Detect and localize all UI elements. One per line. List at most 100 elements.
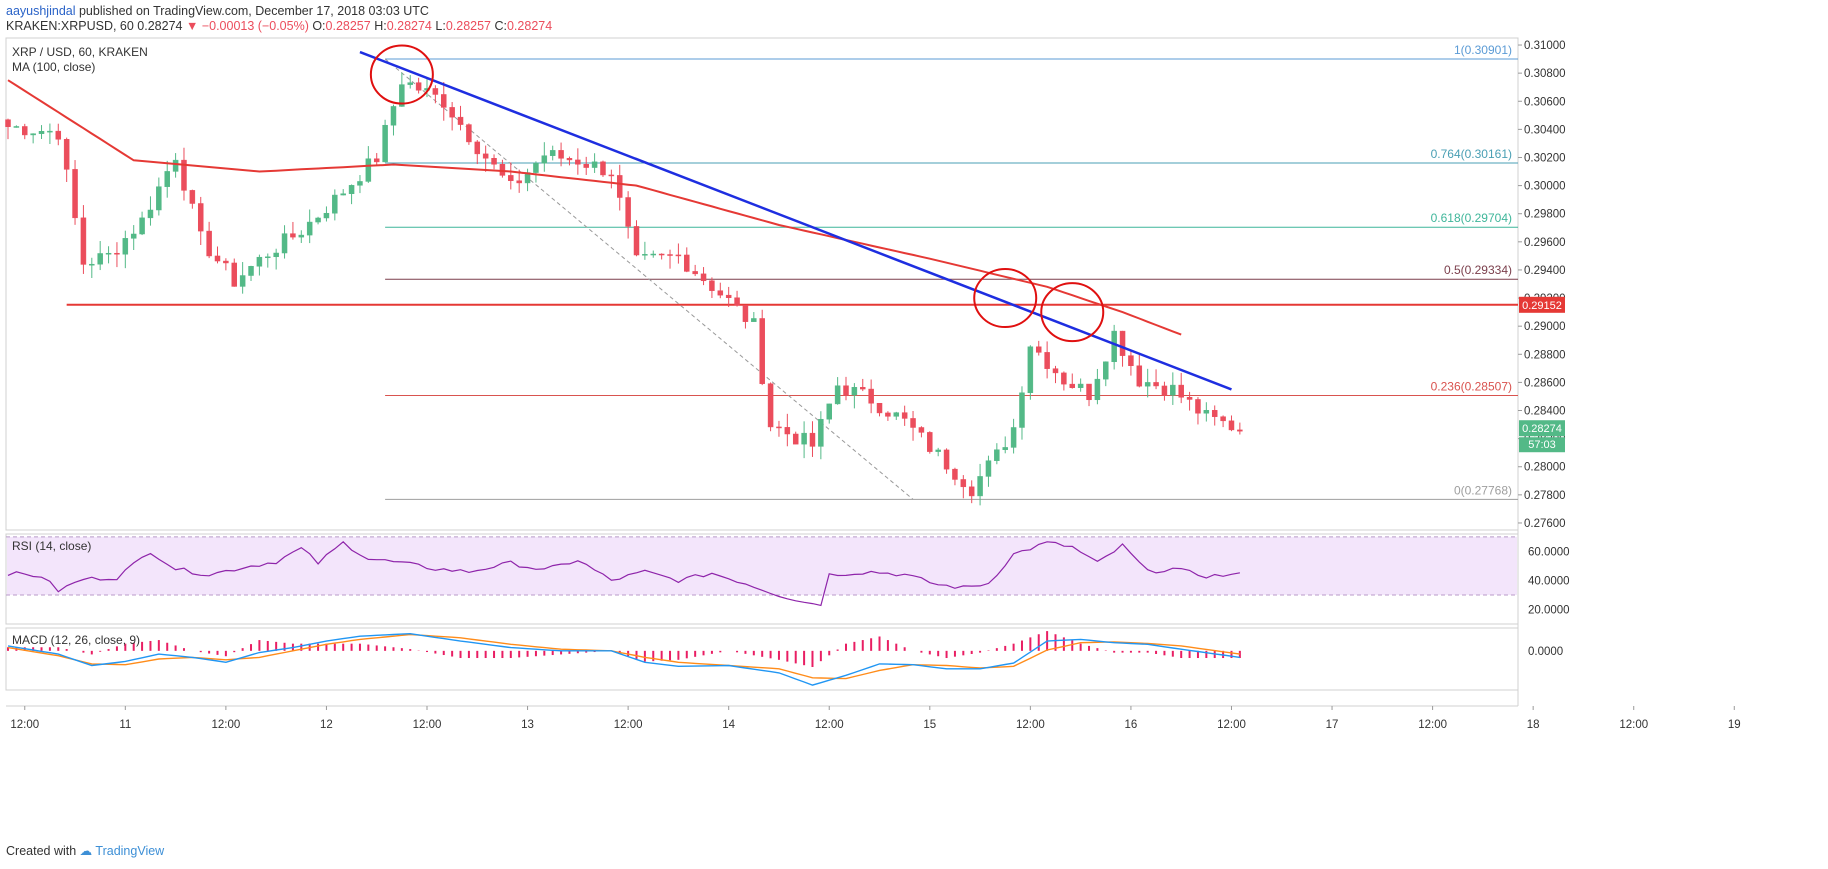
candle-body <box>549 150 556 156</box>
candle-body <box>290 233 296 238</box>
tradingview-brand[interactable]: TradingView <box>95 844 165 858</box>
candle-body <box>1044 352 1050 369</box>
candle-body <box>239 275 246 287</box>
countdown-label: 57:03 <box>1528 439 1556 451</box>
macd-signal-line <box>7 633 1240 680</box>
candle-body <box>642 254 648 256</box>
candle-body <box>5 119 11 127</box>
candle-body <box>1211 410 1218 417</box>
candle-body <box>751 318 757 322</box>
candle-body <box>80 217 87 265</box>
time-tick-label: 14 <box>722 719 735 731</box>
rsi-tick-label: 60.0000 <box>1528 546 1570 558</box>
price-chart[interactable]: 0.31000 0.30800 0.30600 0.30400 0.30200 0.300… <box>0 0 1828 840</box>
published-text: published on TradingView.com, December 1… <box>78 4 429 18</box>
candle-body <box>63 139 70 170</box>
candle-body <box>114 252 120 255</box>
candle-body <box>1035 346 1042 353</box>
time-tick-label: 12:00 <box>1016 719 1045 731</box>
last-price-label: 0.28274 <box>1522 423 1562 435</box>
candle-body <box>692 271 698 275</box>
candle-body <box>298 234 305 238</box>
macd-tick-label: 0.0000 <box>1528 646 1563 658</box>
chart-header: aayushjindal published on TradingView.co… <box>6 4 429 18</box>
candle-body <box>734 297 740 306</box>
candle-body <box>38 131 45 134</box>
candle-body <box>960 479 967 488</box>
candle-body <box>72 169 78 219</box>
author-link[interactable]: aayushjindal <box>6 4 76 18</box>
change-value: −0.00013 (−0.05%) <box>202 19 313 33</box>
candle-body <box>558 150 564 159</box>
candle-body <box>516 180 522 184</box>
candle-body <box>407 82 413 85</box>
candle-body <box>89 263 95 266</box>
candle-body <box>55 130 62 140</box>
candle-body <box>633 226 640 256</box>
candle-body <box>340 193 346 196</box>
time-tick-label: 18 <box>1527 719 1540 731</box>
l-label: L: <box>435 19 445 33</box>
candles <box>5 72 1243 506</box>
candle-body <box>1052 368 1059 374</box>
candle-body <box>1027 346 1034 394</box>
candle-body <box>499 164 506 176</box>
candle-body <box>357 181 363 186</box>
time-tick-label: 12:00 <box>1217 719 1246 731</box>
candle-body <box>105 252 112 255</box>
candle-body <box>759 318 765 384</box>
o-value: 0.28257 <box>326 19 375 33</box>
down-arrow-icon: ▼ <box>186 19 202 33</box>
price-tick-label: 0.30600 <box>1524 96 1566 108</box>
candle-body <box>248 266 254 276</box>
price-tick-label: 0.30000 <box>1524 181 1566 193</box>
price-tick-label: 0.30200 <box>1524 152 1566 164</box>
countdown-tag <box>1519 437 1565 453</box>
price-tick-label: 0.30800 <box>1524 68 1566 80</box>
rsi-tick-label: 20.0000 <box>1528 604 1570 616</box>
candle-body <box>1061 372 1067 385</box>
candle-body <box>47 130 53 133</box>
candle-body <box>801 432 807 445</box>
candle-body <box>977 476 983 497</box>
candle-body <box>1010 427 1017 448</box>
candle-body <box>1153 382 1159 387</box>
highlight-circle <box>369 44 434 105</box>
time-tick-label: 13 <box>521 719 534 731</box>
candle-body <box>491 158 497 165</box>
h-label: H: <box>374 19 387 33</box>
candle-body <box>139 217 145 235</box>
price-tick-label: 0.27600 <box>1524 518 1566 530</box>
rsi-legend-label: RSI (14, close) <box>12 539 91 553</box>
o-label: O: <box>312 19 325 33</box>
candle-body <box>373 158 380 163</box>
time-tick-label: 12:00 <box>614 719 643 731</box>
l-value: 0.28257 <box>446 19 495 33</box>
candle-body <box>323 212 330 219</box>
candle-body <box>156 186 162 211</box>
candle-body <box>1220 416 1226 422</box>
candle-body <box>365 158 372 182</box>
last-price-tag <box>1519 420 1565 437</box>
candle-body <box>885 412 891 417</box>
candle-body <box>876 402 883 414</box>
candle-body <box>575 159 581 165</box>
candle-body <box>901 412 908 419</box>
candle-body <box>1195 399 1201 414</box>
candle-body <box>541 155 548 164</box>
candle-body <box>943 449 950 470</box>
candle-body <box>709 280 715 291</box>
candle-body <box>700 273 707 282</box>
candle-body <box>583 164 589 168</box>
candle-body <box>273 252 279 258</box>
candle-body <box>533 162 539 173</box>
candle-body <box>265 256 271 259</box>
fib-level-label: 0.618(0.29704) <box>1431 211 1512 225</box>
macd-legend-label: MACD (12, 26, close, 9) <box>12 633 140 647</box>
candle-body <box>256 256 263 267</box>
candle-body <box>1128 355 1134 367</box>
candle-body <box>189 190 196 204</box>
candle-body <box>130 233 137 239</box>
c-label: C: <box>494 19 507 33</box>
candle-body <box>315 217 321 223</box>
